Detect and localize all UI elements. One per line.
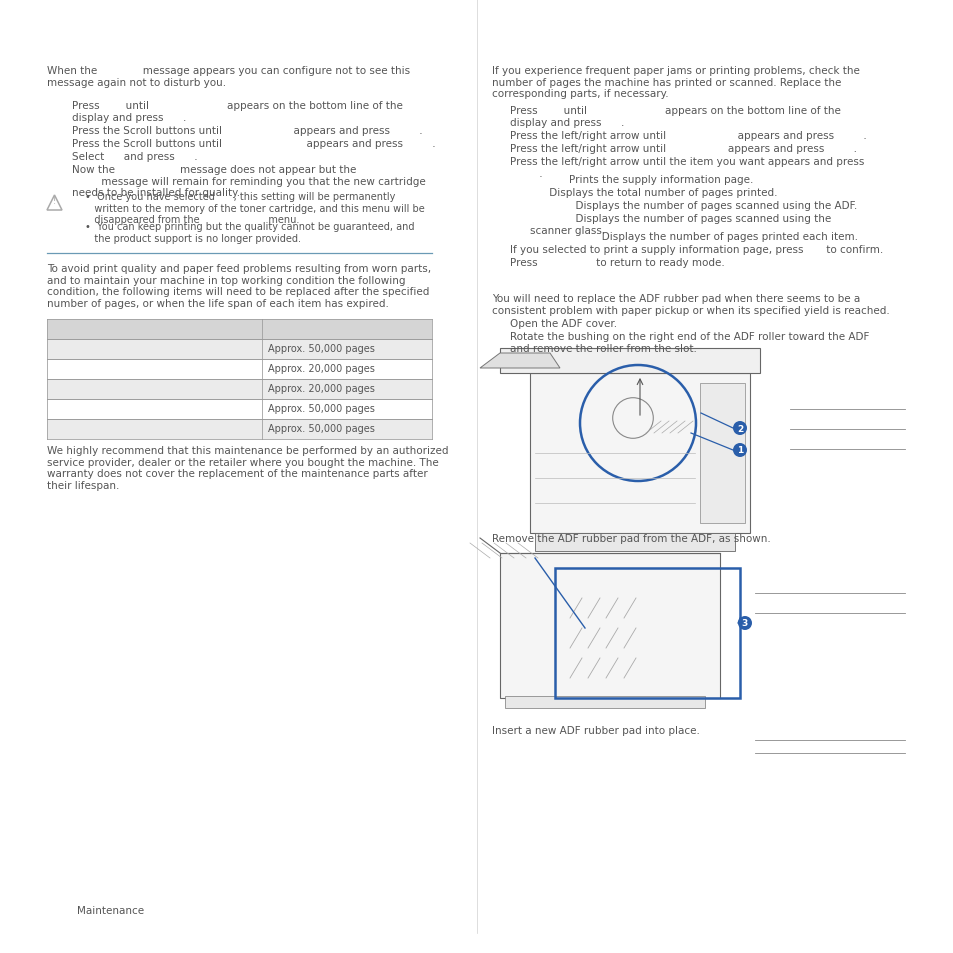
Bar — [535, 534, 734, 552]
Bar — [47, 339, 432, 359]
Text: Press the left/right arrow until the item you want appears and press
         .: Press the left/right arrow until the ite… — [510, 157, 863, 178]
Bar — [504, 697, 704, 708]
Text: If you experience frequent paper jams or printing problems, check the
number of : If you experience frequent paper jams or… — [492, 66, 859, 99]
Text: Insert a new ADF rubber pad into place.: Insert a new ADF rubber pad into place. — [492, 725, 700, 735]
Polygon shape — [499, 349, 760, 374]
Text: •  You can keep printing but the quality cannot be guaranteed, and
   the produc: • You can keep printing but the quality … — [85, 222, 414, 243]
Text: •  Once you have selected      , this setting will be permanently
   written to : • Once you have selected , this setting … — [85, 192, 424, 225]
Text: Displays the number of pages scanned using the ADF.: Displays the number of pages scanned usi… — [530, 201, 857, 211]
Bar — [47, 399, 432, 419]
Text: Approx. 20,000 pages: Approx. 20,000 pages — [268, 364, 375, 374]
Circle shape — [738, 617, 751, 630]
Bar — [499, 554, 720, 699]
Text: Remove the ADF rubber pad from the ADF, as shown.: Remove the ADF rubber pad from the ADF, … — [492, 534, 770, 543]
Polygon shape — [479, 354, 559, 369]
Text: If you selected to print a supply information page, press       to confirm.: If you selected to print a supply inform… — [510, 245, 882, 254]
Text: When the              message appears you can configure not to see this
message : When the message appears you can configu… — [47, 66, 410, 88]
Text: Press the Scroll buttons until                          appears and press       : Press the Scroll buttons until appears a… — [71, 139, 436, 149]
Text: Press                  to return to ready mode.: Press to return to ready mode. — [510, 257, 724, 268]
Text: Press the Scroll buttons until                      appears and press         .: Press the Scroll buttons until appears a… — [71, 126, 422, 136]
Text: Approx. 50,000 pages: Approx. 50,000 pages — [268, 423, 375, 434]
Text: 1: 1 — [736, 446, 742, 455]
Text: Displays the number of pages scanned using the
scanner glass.: Displays the number of pages scanned usi… — [530, 213, 830, 235]
Text: 2: 2 — [736, 424, 742, 433]
Text: Press        until                        appears on the bottom line of the
disp: Press until appears on the bottom line o… — [510, 106, 840, 128]
Text: Rotate the bushing on the right end of the ADF roller toward the ADF
and remove : Rotate the bushing on the right end of t… — [510, 332, 868, 354]
Text: Prints the supply information page.: Prints the supply information page. — [530, 174, 753, 185]
Text: To avoid print quality and paper feed problems resulting from worn parts,
and to: To avoid print quality and paper feed pr… — [47, 264, 431, 309]
Text: Press the left/right arrow until                   appears and press         .: Press the left/right arrow until appears… — [510, 144, 856, 153]
Text: Open the ADF cover.: Open the ADF cover. — [510, 318, 617, 329]
Text: 3: 3 — [741, 618, 747, 628]
Text: Maintenance: Maintenance — [77, 905, 144, 915]
Text: Select      and press      .: Select and press . — [71, 152, 197, 162]
Text: Approx. 50,000 pages: Approx. 50,000 pages — [268, 344, 375, 354]
Bar — [47, 379, 432, 399]
Text: Press the left/right arrow until                      appears and press         : Press the left/right arrow until appears… — [510, 131, 866, 141]
Text: Now the                    message does not appear but the
         message will: Now the message does not appear but the … — [71, 165, 425, 198]
Bar — [555, 568, 740, 699]
Text: We highly recommend that this maintenance be performed by an authorized
service : We highly recommend that this maintenanc… — [47, 446, 448, 490]
Bar — [47, 419, 432, 439]
Bar — [530, 374, 749, 534]
Text: Press        until                        appears on the bottom line of the
disp: Press until appears on the bottom line o… — [71, 101, 402, 123]
Text: Approx. 50,000 pages: Approx. 50,000 pages — [268, 403, 375, 414]
Text: !: ! — [52, 197, 56, 206]
Text: Displays the number of pages printed each item.: Displays the number of pages printed eac… — [539, 232, 857, 242]
Circle shape — [732, 421, 746, 436]
Text: You will need to replace the ADF rubber pad when there seems to be a
consistent : You will need to replace the ADF rubber … — [492, 294, 889, 315]
Bar — [47, 359, 432, 379]
Text: Displays the total number of pages printed.: Displays the total number of pages print… — [519, 188, 777, 198]
Circle shape — [732, 443, 746, 457]
Bar — [700, 384, 744, 523]
Text: Approx. 20,000 pages: Approx. 20,000 pages — [268, 384, 375, 394]
Bar — [47, 319, 432, 339]
